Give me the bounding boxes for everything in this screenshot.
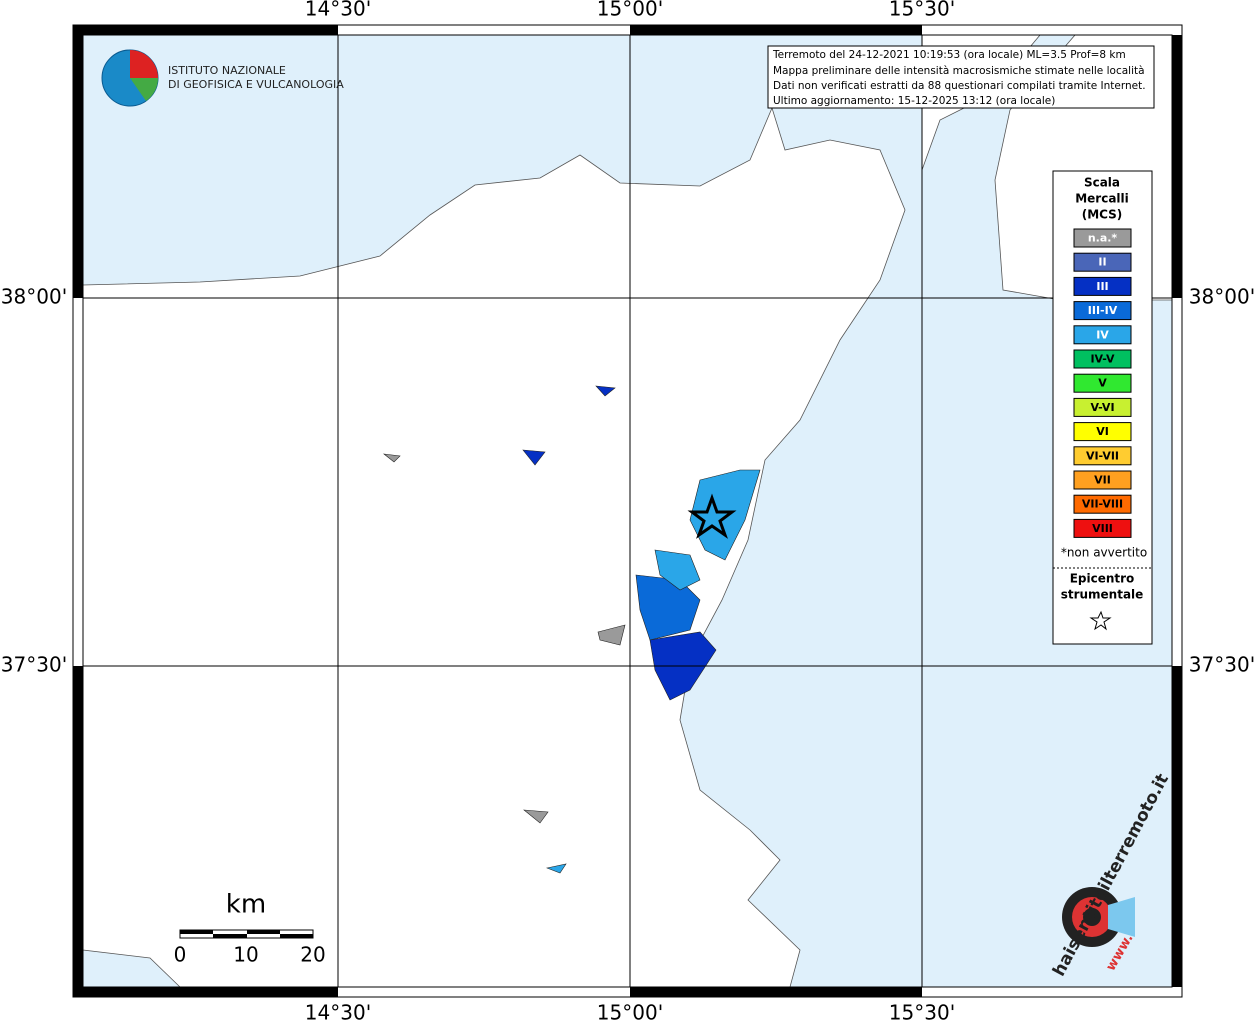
- graticule: [83, 35, 1172, 987]
- legend-swatch: [1073, 349, 1132, 369]
- scale-bar: km 0 10 20: [174, 890, 326, 967]
- area: [522, 449, 546, 466]
- intensity-areas: [382, 385, 761, 874]
- epicentre-star: [687, 493, 737, 539]
- legend-label: III-IV: [1088, 304, 1118, 317]
- frame-border: [82, 34, 1173, 988]
- legend-title: (MCS): [1082, 208, 1123, 222]
- legend-title: Scala: [1084, 176, 1120, 190]
- legend-swatch: [1073, 446, 1132, 466]
- legend-label: III: [1096, 280, 1108, 293]
- lat-label: 38°00': [1189, 285, 1255, 309]
- scale-label: 0: [174, 943, 187, 967]
- area: [654, 549, 701, 591]
- legend-swatch: [1073, 470, 1132, 490]
- area: [689, 469, 761, 561]
- legend-label: IV-V: [1090, 353, 1115, 366]
- lon-label: 15°30': [889, 0, 955, 21]
- lat-label: 38°00': [1, 285, 67, 309]
- frame-bar: [73, 666, 83, 987]
- area: [595, 385, 616, 397]
- legend-swatch: [1073, 518, 1132, 538]
- ingv-logo: ISTITUTO NAZIONALE DI GEOFISICA E VULCAN…: [101, 49, 344, 107]
- legend-swatch: [1073, 276, 1132, 296]
- lat-label: 37°30': [1, 653, 67, 677]
- frame-bar: [1172, 35, 1182, 298]
- legend-label: II: [1098, 256, 1106, 269]
- area: [382, 453, 401, 463]
- scale-segment: [213, 934, 247, 938]
- scale-segment: [247, 930, 280, 934]
- legend-label: VII: [1094, 474, 1111, 487]
- frame-bar: [630, 987, 922, 997]
- scale-unit: km: [226, 890, 266, 920]
- info-line: Dati non verificati estratti da 88 quest…: [773, 80, 1146, 92]
- logo-ring: [1083, 908, 1101, 926]
- scale-segment: [280, 934, 313, 938]
- frame-bar: [73, 987, 338, 997]
- legend-swatch: [1073, 252, 1132, 272]
- logo-segment: [130, 50, 158, 78]
- legend-label: VI: [1096, 425, 1109, 438]
- legend-label: VIII: [1092, 522, 1113, 535]
- legend-swatch: [1073, 397, 1132, 417]
- legend-swatch: [1073, 301, 1132, 321]
- legend-epicentre: Epicentro: [1070, 572, 1135, 586]
- info-box: Terremoto del 24-12-2021 10:19:53 (ora l…: [767, 45, 1155, 109]
- lon-label: 15°00': [597, 1001, 663, 1025]
- scale-segment: [180, 930, 213, 934]
- area: [523, 809, 549, 824]
- frame-border: [72, 24, 1183, 998]
- logo-segment: [130, 78, 158, 101]
- legend-title: Mercalli: [1075, 192, 1129, 206]
- logo-text: ISTITUTO NAZIONALE: [168, 64, 286, 77]
- legend-epicentre: strumentale: [1061, 588, 1144, 602]
- legend-label: VII-VIII: [1082, 498, 1123, 511]
- frame-bar: [73, 25, 338, 35]
- info-frame: [767, 45, 1155, 109]
- legend-label: VI-VII: [1086, 449, 1119, 462]
- legend-swatch: [1073, 373, 1132, 393]
- info-line: Mappa preliminare delle intensità macros…: [773, 65, 1145, 77]
- lon-label: 14°30': [305, 0, 371, 21]
- legend-note: *non avvertito: [1061, 546, 1147, 560]
- legend-swatch: [1073, 422, 1132, 442]
- info-line: Ultimo aggiornamento: 15-12-2025 13:12 (…: [773, 95, 1055, 107]
- frame-bar: [73, 35, 83, 298]
- lon-label: 14°30': [305, 1001, 371, 1025]
- logo-text: DI GEOFISICA E VULCANOLOGIA: [168, 78, 344, 91]
- logo-speaker: [1108, 897, 1135, 937]
- lat-label: 37°30': [1189, 653, 1255, 677]
- frame-bar: [630, 25, 922, 35]
- area: [597, 624, 626, 646]
- scale-label: 10: [233, 943, 258, 967]
- legend-label: V-VI: [1090, 401, 1114, 414]
- legend: Scala Mercalli (MCS) *non avvertito Epic…: [1052, 170, 1153, 645]
- info-line: Terremoto del 24-12-2021 10:19:53 (ora l…: [772, 49, 1126, 61]
- legend-label: V: [1098, 377, 1107, 390]
- legend-label: n.a.*: [1088, 232, 1118, 245]
- legend-star: [1089, 610, 1112, 631]
- lon-label: 15°00': [597, 0, 663, 21]
- lon-label: 15°30': [889, 1001, 955, 1025]
- frame: [72, 24, 1183, 998]
- legend-swatch: [1073, 325, 1132, 345]
- scale-label: 20: [300, 943, 325, 967]
- legend-label: IV: [1096, 328, 1109, 341]
- sicily: [82, 106, 906, 988]
- area: [545, 863, 567, 874]
- legend-swatch: [1073, 228, 1132, 248]
- legend-swatch: [1073, 494, 1132, 514]
- frame-bar: [1172, 666, 1182, 987]
